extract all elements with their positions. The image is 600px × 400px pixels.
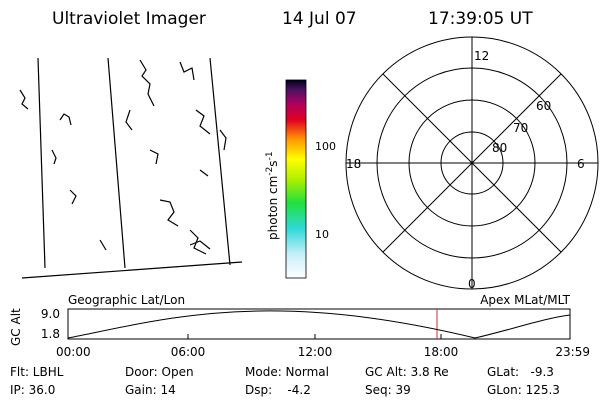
colorbar-tick: 100 xyxy=(315,140,336,153)
status-field: Dsp: -4.2 xyxy=(245,383,311,397)
panel-title: Geographic Lat/Lon xyxy=(68,293,185,307)
y-tick-label: 9.0 xyxy=(41,307,60,321)
x-tick-label: 12:00 xyxy=(298,345,333,359)
colorbar xyxy=(285,79,307,279)
status-field: GLon: 125.3 xyxy=(487,383,560,397)
x-tick-label: 23:59 xyxy=(555,345,590,359)
unit-exp: -2 xyxy=(265,167,275,176)
status-block: Flt: LBHL IP: 36.0 Door: Open Gain: 14 Mode:… xyxy=(10,365,560,397)
colorbar-unit: photon cm-2s-1 xyxy=(265,151,280,240)
status-field: Mode: Normal xyxy=(245,365,329,379)
mlt-label: 12 xyxy=(474,49,489,63)
x-tick-label: 06:00 xyxy=(171,345,206,359)
panel-frame xyxy=(67,308,571,340)
date: 14 Jul 07 xyxy=(282,9,357,29)
status-field: GC Alt: 3.8 Re xyxy=(365,365,449,379)
status-field: IP: 36.0 xyxy=(10,383,55,397)
lat-label: 60 xyxy=(536,99,551,113)
polar-plot xyxy=(345,36,599,290)
y-tick-label: 1.8 xyxy=(41,327,60,341)
panel-title: Apex MLat/MLT xyxy=(480,293,570,307)
unit-mid: s xyxy=(266,160,280,166)
lat-label: 80 xyxy=(492,141,507,155)
status-field: Door: Open xyxy=(125,365,194,379)
lat-label: 70 xyxy=(513,121,528,135)
x-tick-label: 18:00 xyxy=(424,345,459,359)
status-field: GLat: -9.3 xyxy=(487,365,554,379)
geographic-map xyxy=(19,57,243,279)
unit-exp: -1 xyxy=(265,151,275,160)
axis-label: GC Alt xyxy=(9,308,23,346)
colorbar-tick: 10 xyxy=(315,228,329,241)
mlt-label: 0 xyxy=(468,277,476,291)
x-tick-label: 00:00 xyxy=(56,345,91,359)
mlt-label: 18 xyxy=(346,157,361,171)
time: 17:39:05 UT xyxy=(428,9,533,29)
altitude-curve xyxy=(67,310,571,339)
status-field: Flt: LBHL xyxy=(10,365,64,379)
mlt-label: 6 xyxy=(577,157,585,171)
x-ticks xyxy=(187,334,442,339)
instrument: Ultraviolet Imager xyxy=(52,9,206,29)
status-field: Seq: 39 xyxy=(365,383,411,397)
unit-base: photon cm xyxy=(266,176,280,240)
status-field: Gain: 14 xyxy=(125,383,176,397)
